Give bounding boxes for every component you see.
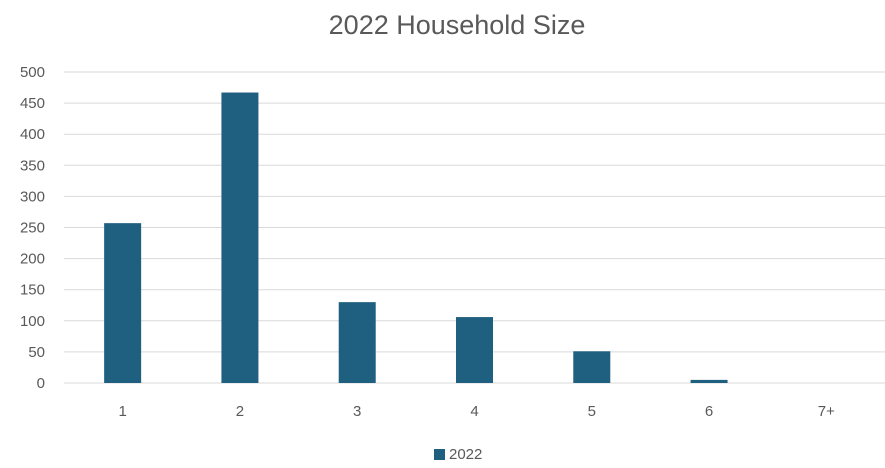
y-tick-label-400: 400 — [20, 126, 45, 143]
x-axis: 1 2 3 4 5 6 7+ — [118, 403, 835, 420]
bar-4 — [456, 317, 493, 383]
y-tick-label-350: 350 — [20, 157, 45, 174]
x-tick-label-5: 5 — [588, 403, 596, 420]
y-tick-label-200: 200 — [20, 251, 45, 268]
chart-title: 2022 Household Size — [329, 10, 586, 40]
x-tick-label-2: 2 — [236, 403, 244, 420]
legend-swatch-2022 — [434, 449, 445, 460]
legend-label-2022: 2022 — [449, 446, 482, 463]
bar-6 — [690, 379, 728, 383]
y-tick-label-250: 250 — [20, 220, 45, 237]
x-tick-label-4: 4 — [470, 403, 478, 420]
gridlines — [64, 71, 885, 384]
y-tick-label-100: 100 — [20, 313, 45, 330]
y-tick-label-300: 300 — [20, 188, 45, 205]
y-tick-label-500: 500 — [20, 64, 45, 81]
legend: 2022 — [434, 446, 482, 463]
bars — [104, 92, 728, 383]
y-tick-label-150: 150 — [20, 282, 45, 299]
y-axis: 0 50 100 150 200 250 300 350 400 450 500 — [20, 64, 45, 392]
x-tick-label-3: 3 — [353, 403, 361, 420]
x-tick-label-6: 6 — [705, 403, 713, 420]
x-tick-label-7+: 7+ — [818, 403, 835, 420]
bar-1 — [104, 223, 142, 383]
bar-5 — [573, 351, 611, 383]
bar-3 — [338, 302, 376, 383]
y-tick-label-0: 0 — [37, 375, 45, 392]
y-tick-label-50: 50 — [28, 344, 45, 361]
x-tick-label-1: 1 — [118, 403, 126, 420]
y-tick-label-450: 450 — [20, 95, 45, 112]
bar-2 — [221, 92, 259, 383]
